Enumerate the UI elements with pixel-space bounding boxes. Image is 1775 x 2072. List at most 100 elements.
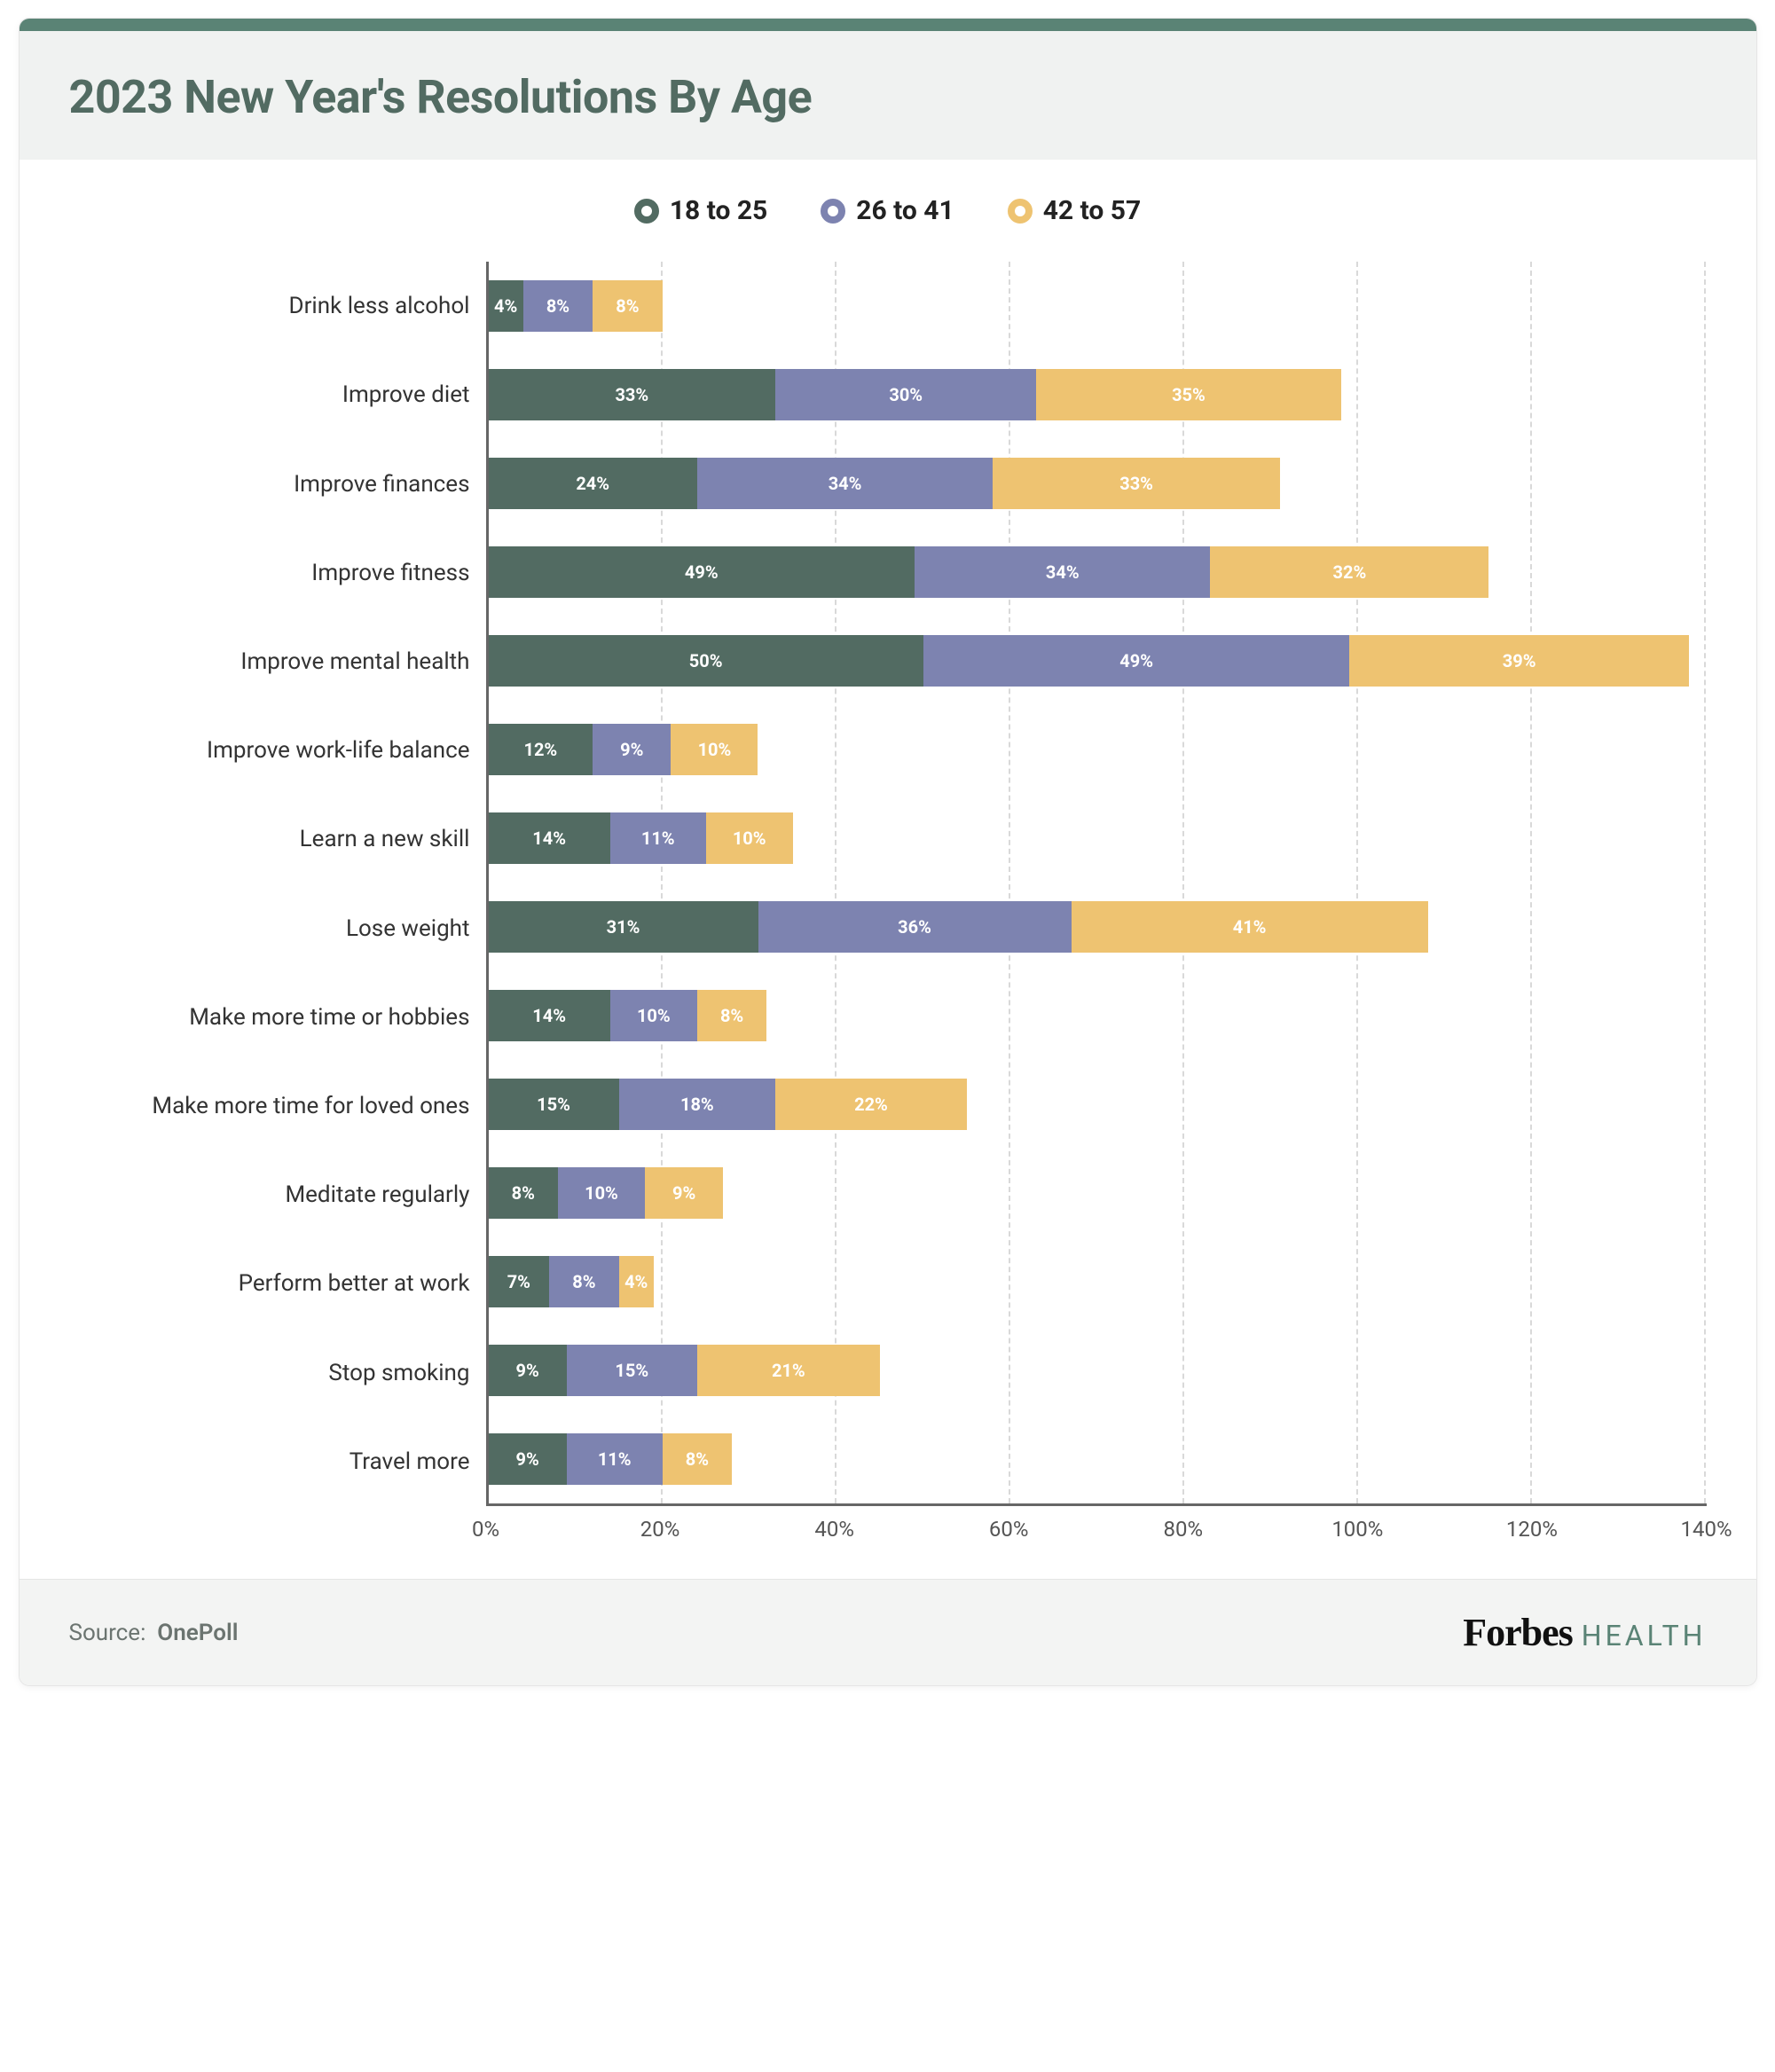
y-axis-labels: Drink less alcoholImprove diet Improve fi… xyxy=(69,262,486,1506)
x-tick-label: 60% xyxy=(989,1517,1029,1542)
brand-main: Forbes xyxy=(1463,1610,1573,1655)
x-tick-label: 140% xyxy=(1680,1517,1732,1542)
bar-segment: 11% xyxy=(610,812,706,864)
legend-label: 26 to 41 xyxy=(856,195,954,226)
category-label: Perform better at work xyxy=(239,1239,470,1328)
bar-segment: 22% xyxy=(775,1079,967,1130)
bar-segment: 36% xyxy=(758,901,1072,953)
x-tick-label: 40% xyxy=(814,1517,854,1542)
legend: 18 to 25 26 to 41 42 to 57 xyxy=(69,195,1707,226)
stacked-bar: 49%34%32% xyxy=(489,546,1707,598)
bar-segment: 14% xyxy=(489,990,610,1041)
bars-area: 4%8%8%33%30%35%24%34%33%49%34%32%50%49%3… xyxy=(486,262,1707,1506)
bar-row: 14%11%10% xyxy=(489,794,1707,883)
legend-item: 18 to 25 xyxy=(634,195,767,226)
category-label: Learn a new skill xyxy=(300,795,470,883)
source-line: Source: OnePoll xyxy=(69,1620,239,1646)
bar-segment: 14% xyxy=(489,812,610,864)
source-prefix: Source: xyxy=(69,1620,146,1646)
x-tick-label: 20% xyxy=(640,1517,680,1542)
bar-row: 24%34%33% xyxy=(489,439,1707,528)
bar-segment: 33% xyxy=(489,369,776,420)
stacked-bar: 14%10%8% xyxy=(489,990,1707,1041)
bar-row: 9%11%8% xyxy=(489,1415,1707,1503)
source-name: OnePoll xyxy=(157,1620,238,1646)
stacked-bar: 9%11%8% xyxy=(489,1433,1707,1485)
bar-segment: 4% xyxy=(489,280,523,332)
bar-segment: 8% xyxy=(549,1256,618,1307)
category-label: Drink less alcohol xyxy=(289,262,470,350)
bar-row: 14%10%8% xyxy=(489,971,1707,1060)
bar-segment: 49% xyxy=(923,635,1350,687)
stacked-bar: 8%10%9% xyxy=(489,1167,1707,1219)
bar-row: 9%15%21% xyxy=(489,1326,1707,1415)
legend-marker-icon xyxy=(1008,199,1033,224)
chart-footer: Source: OnePoll Forbes HEALTH xyxy=(20,1579,1756,1685)
category-label: Make more time or hobbies xyxy=(189,973,469,1062)
bar-segment: 8% xyxy=(489,1167,558,1219)
bar-segment: 33% xyxy=(993,458,1280,509)
stacked-bar: 9%15%21% xyxy=(489,1345,1707,1396)
bar-segment: 7% xyxy=(489,1256,550,1307)
bar-segment: 10% xyxy=(671,724,758,775)
stacked-bar: 15%18%22% xyxy=(489,1079,1707,1130)
legend-label: 42 to 57 xyxy=(1043,195,1141,226)
category-label: Stop smoking xyxy=(328,1329,469,1417)
legend-marker-icon xyxy=(634,199,659,224)
x-axis: 0%20%40%60%80%100%120%140% xyxy=(486,1517,1707,1552)
category-label: Improve fitness xyxy=(311,529,469,617)
legend-label: 18 to 25 xyxy=(670,195,767,226)
bar-segment: 9% xyxy=(593,724,671,775)
bar-segment: 41% xyxy=(1072,901,1428,953)
legend-item: 42 to 57 xyxy=(1008,195,1141,226)
stacked-bar: 7%8%4% xyxy=(489,1256,1707,1307)
stacked-bar: 24%34%33% xyxy=(489,458,1707,509)
bar-segment: 21% xyxy=(697,1345,880,1396)
stacked-bar: 33%30%35% xyxy=(489,369,1707,420)
bar-segment: 34% xyxy=(697,458,993,509)
bar-segment: 49% xyxy=(489,546,915,598)
bar-segment: 30% xyxy=(775,369,1036,420)
legend-item: 26 to 41 xyxy=(821,195,954,226)
top-stripe xyxy=(20,19,1756,31)
bar-segment: 9% xyxy=(489,1433,567,1485)
bar-rows: 4%8%8%33%30%35%24%34%33%49%34%32%50%49%3… xyxy=(489,262,1707,1503)
chart-header: 2023 New Year's Resolutions By Age xyxy=(20,31,1756,160)
brand-sub: HEALTH xyxy=(1582,1619,1707,1652)
bar-segment: 15% xyxy=(489,1079,619,1130)
chart-body: 18 to 25 26 to 41 42 to 57 Drink less alco… xyxy=(20,160,1756,1579)
brand: Forbes HEALTH xyxy=(1463,1610,1706,1655)
stacked-bar: 4%8%8% xyxy=(489,280,1707,332)
bar-segment: 34% xyxy=(915,546,1210,598)
stacked-bar: 50%49%39% xyxy=(489,635,1707,687)
plot-area: Drink less alcoholImprove diet Improve fi… xyxy=(69,262,1707,1506)
bar-segment: 12% xyxy=(489,724,593,775)
bar-row: 49%34%32% xyxy=(489,528,1707,616)
x-tick-label: 80% xyxy=(1164,1517,1204,1542)
category-label: Meditate regularly xyxy=(285,1150,469,1239)
legend-marker-icon xyxy=(821,199,845,224)
bar-segment: 15% xyxy=(567,1345,697,1396)
category-label: Lose weight xyxy=(346,884,470,973)
bar-segment: 8% xyxy=(697,990,766,1041)
bar-segment: 4% xyxy=(619,1256,654,1307)
stacked-bar: 12%9%10% xyxy=(489,724,1707,775)
bar-segment: 39% xyxy=(1349,635,1688,687)
stacked-bar: 14%11%10% xyxy=(489,812,1707,864)
bar-row: 4%8%8% xyxy=(489,262,1707,350)
category-label: Improve mental health xyxy=(240,617,469,706)
chart-card: 2023 New Year's Resolutions By Age 18 to… xyxy=(19,18,1757,1686)
bar-segment: 50% xyxy=(489,635,923,687)
bar-segment: 10% xyxy=(610,990,697,1041)
bar-segment: 8% xyxy=(523,280,593,332)
bar-row: 33%30%35% xyxy=(489,350,1707,439)
category-label: Improve diet xyxy=(342,350,470,439)
bar-segment: 11% xyxy=(567,1433,663,1485)
category-label: Improve work-life balance xyxy=(207,706,469,795)
chart-title: 2023 New Year's Resolutions By Age xyxy=(69,70,1707,124)
bar-row: 15%18%22% xyxy=(489,1060,1707,1149)
bar-segment: 24% xyxy=(489,458,697,509)
bar-segment: 10% xyxy=(706,812,793,864)
x-tick-label: 100% xyxy=(1331,1517,1383,1542)
bar-row: 7%8%4% xyxy=(489,1237,1707,1326)
